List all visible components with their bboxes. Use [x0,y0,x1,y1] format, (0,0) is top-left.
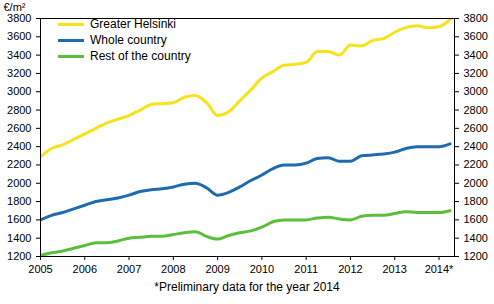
svg-text:1800: 1800 [7,195,31,207]
svg-text:3800: 3800 [7,12,31,24]
html-text:Whole country: Whole country [90,33,167,47]
svg-text:2600: 2600 [464,122,488,134]
svg-text:2011: 2011 [294,263,318,275]
svg-text:2013: 2013 [382,263,406,275]
svg-text:3800: 3800 [464,12,488,24]
svg-text:2600: 2600 [7,122,31,134]
svg-text:1200: 1200 [464,250,488,262]
svg-text:3400: 3400 [7,49,31,61]
svg-text:1200: 1200 [7,250,31,262]
svg-text:2010: 2010 [250,263,274,275]
svg-text:3000: 3000 [464,85,488,97]
svg-text:€/m²: €/m² [4,1,26,13]
svg-text:2000: 2000 [7,177,31,189]
svg-text:1600: 1600 [7,213,31,225]
svg-text:2005: 2005 [28,263,52,275]
svg-text:2008: 2008 [161,263,185,275]
svg-text:1400: 1400 [464,232,488,244]
svg-text:3600: 3600 [464,30,488,42]
html-text:*Preliminary data for the year: *Preliminary data for the year 2014 [154,280,340,294]
svg-text:2006: 2006 [73,263,97,275]
html-text:Rest of the country: Rest of the country [90,49,191,63]
svg-text:2800: 2800 [7,104,31,116]
svg-text:3200: 3200 [464,67,488,79]
svg-text:3400: 3400 [464,49,488,61]
svg-text:3600: 3600 [7,30,31,42]
svg-text:2800: 2800 [464,104,488,116]
svg-text:2000: 2000 [464,177,488,189]
svg-text:1400: 1400 [7,232,31,244]
svg-text:2400: 2400 [464,140,488,152]
svg-text:2014*: 2014* [425,263,454,275]
html-text:Greater Helsinki: Greater Helsinki [90,17,176,31]
svg-text:3000: 3000 [7,85,31,97]
svg-text:2009: 2009 [205,263,229,275]
svg-text:2400: 2400 [7,140,31,152]
svg-text:3200: 3200 [7,67,31,79]
svg-text:2007: 2007 [117,263,141,275]
svg-text:2200: 2200 [464,158,488,170]
svg-text:1600: 1600 [464,213,488,225]
svg-text:2200: 2200 [7,158,31,170]
svg-text:1800: 1800 [464,195,488,207]
svg-text:2012: 2012 [338,263,362,275]
